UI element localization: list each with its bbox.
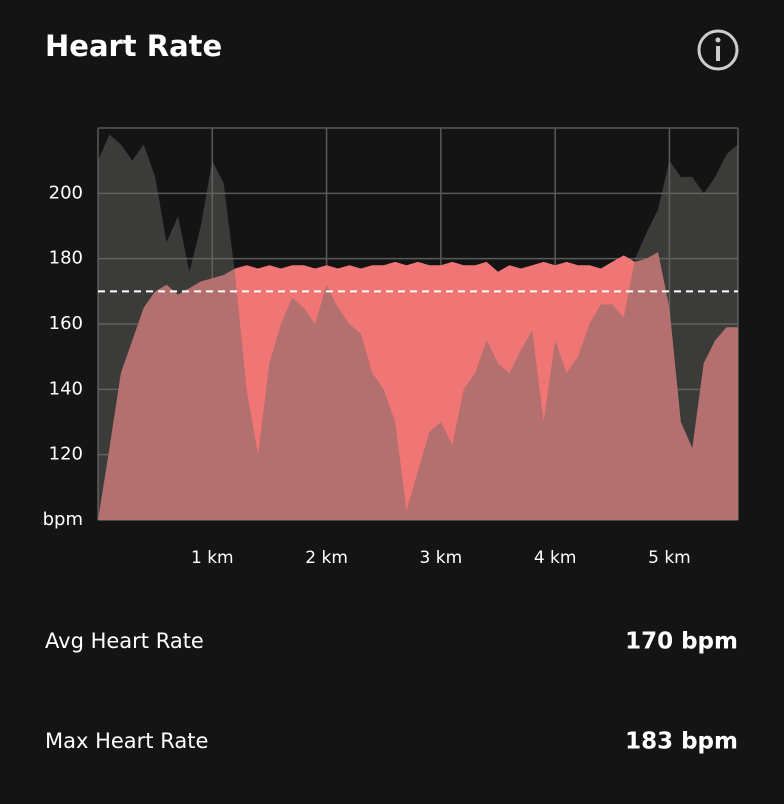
y-tick-label: 140 <box>49 378 83 399</box>
y-tick-label: 180 <box>49 248 83 269</box>
x-tick-label: 1 km <box>191 548 234 568</box>
info-icon[interactable] <box>697 29 739 71</box>
chart: bpm 120 140 160 180 200 1 km 2 km 3 km 4 km 5 km <box>43 127 739 568</box>
stat-value: 170 bpm <box>625 629 738 655</box>
info-dot <box>715 37 721 43</box>
stat-value: 183 bpm <box>625 729 738 755</box>
info-button[interactable] <box>697 29 739 71</box>
x-tick-label: 4 km <box>534 548 577 568</box>
x-tick-label: 2 km <box>305 548 348 568</box>
x-tick-label: 5 km <box>648 548 691 568</box>
y-tick-label: 200 <box>49 182 83 203</box>
area <box>98 252 738 520</box>
y-tick-label: 120 <box>49 444 83 465</box>
title: Heart Rate <box>45 29 222 63</box>
area <box>98 134 738 521</box>
x-tick-label: 3 km <box>420 548 463 568</box>
y-tick-label: 160 <box>49 313 83 334</box>
y-tick-label: bpm <box>43 509 83 530</box>
info-stem <box>716 46 720 61</box>
stat-label: Avg Heart Rate <box>45 629 204 653</box>
stat-label: Max Heart Rate <box>45 729 208 753</box>
